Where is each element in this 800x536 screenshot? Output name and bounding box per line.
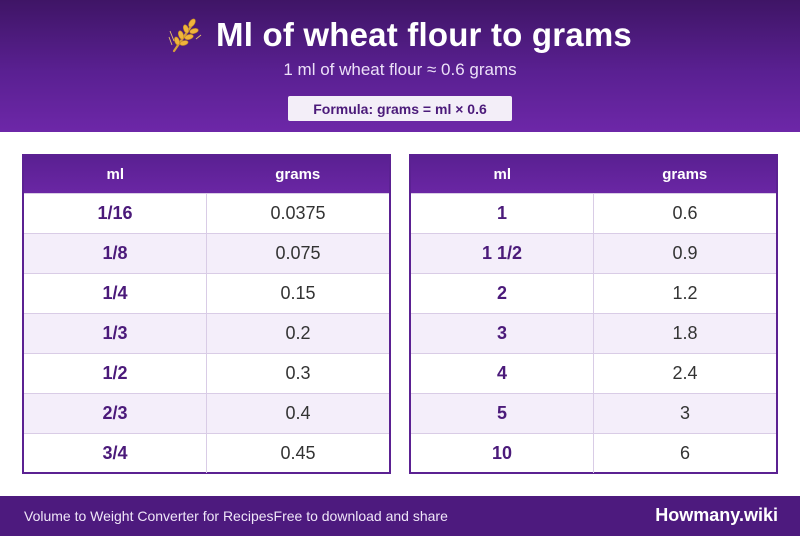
ml-cell: 3 (411, 312, 594, 353)
ml-cell: 2/3 (24, 392, 207, 433)
grams-cell: 6 (593, 432, 776, 473)
grams-cell: 0.9 (593, 232, 776, 273)
grams-cell: 0.15 (206, 272, 389, 313)
column-header-grams: grams (593, 156, 776, 193)
page-title: Ml of wheat flour to grams (216, 16, 632, 53)
grams-cell: 3 (593, 392, 776, 433)
ml-cell: 4 (411, 352, 594, 393)
ml-cell: 1/16 (24, 192, 207, 233)
ml-cell: 5 (411, 392, 594, 433)
brand-logo-text[interactable]: Howmany.wiki (655, 505, 778, 525)
ml-cell: 1/3 (24, 312, 207, 353)
ml-cell: 1 1/2 (411, 232, 594, 273)
footer-bar: Volume to Weight Converter for RecipesFr… (0, 496, 800, 536)
page-subtitle: 1 ml of wheat flour ≈ 0.6 grams (283, 60, 517, 79)
ml-cell: 1/2 (24, 352, 207, 393)
conversion-table-left: ml grams 1/16 0.0375 1/8 0.075 1/4 0.15 1/3… (22, 154, 391, 474)
footer-share-text: Free to download and share (273, 508, 448, 524)
title-row: Ml of wheat flour to grams (0, 14, 800, 56)
ml-cell: 3/4 (24, 432, 207, 473)
grams-cell: 0.075 (206, 232, 389, 273)
grams-cell: 1.8 (593, 312, 776, 353)
ml-cell: 2 (411, 272, 594, 313)
table-row: 1/16 0.0375 (24, 192, 389, 233)
table-row: 1 0.6 (411, 192, 776, 233)
table-row: 1 1/2 0.9 (411, 232, 776, 273)
table-row: 1/2 0.3 (24, 352, 389, 393)
ml-cell: 1/8 (24, 232, 207, 273)
grams-cell: 1.2 (593, 272, 776, 313)
grams-cell: 0.3 (206, 352, 389, 393)
table-row: 1/3 0.2 (24, 312, 389, 353)
table-row: 1/8 0.075 (24, 232, 389, 273)
table-row: 3 1.8 (411, 312, 776, 353)
table-row: 2 1.2 (411, 272, 776, 313)
grams-cell: 0.45 (206, 432, 389, 473)
table-row: 2/3 0.4 (24, 392, 389, 433)
column-header-ml: ml (24, 156, 207, 193)
table-row: 3/4 0.45 (24, 432, 389, 473)
table-row: 4 2.4 (411, 352, 776, 393)
grams-cell: 0.4 (206, 392, 389, 433)
header-banner: Ml of wheat flour to grams 1 ml of wheat… (0, 0, 800, 132)
footer-converter-text: Volume to Weight Converter for Recipes (24, 508, 274, 524)
table-row: 1/4 0.15 (24, 272, 389, 313)
grams-cell: 0.2 (206, 312, 389, 353)
grams-cell: 0.6 (593, 192, 776, 233)
ml-cell: 1 (411, 192, 594, 233)
footer-tagline: Volume to Weight Converter for RecipesFr… (24, 508, 448, 524)
column-header-ml: ml (411, 156, 594, 193)
ml-cell: 1/4 (24, 272, 207, 313)
column-header-grams: grams (206, 156, 389, 193)
ml-cell: 10 (411, 432, 594, 473)
wheat-icon (168, 18, 202, 53)
grams-cell: 0.0375 (206, 192, 389, 233)
formula-badge: Formula: grams = ml × 0.6 (288, 96, 512, 121)
grams-cell: 2.4 (593, 352, 776, 393)
table-row: 10 6 (411, 432, 776, 473)
